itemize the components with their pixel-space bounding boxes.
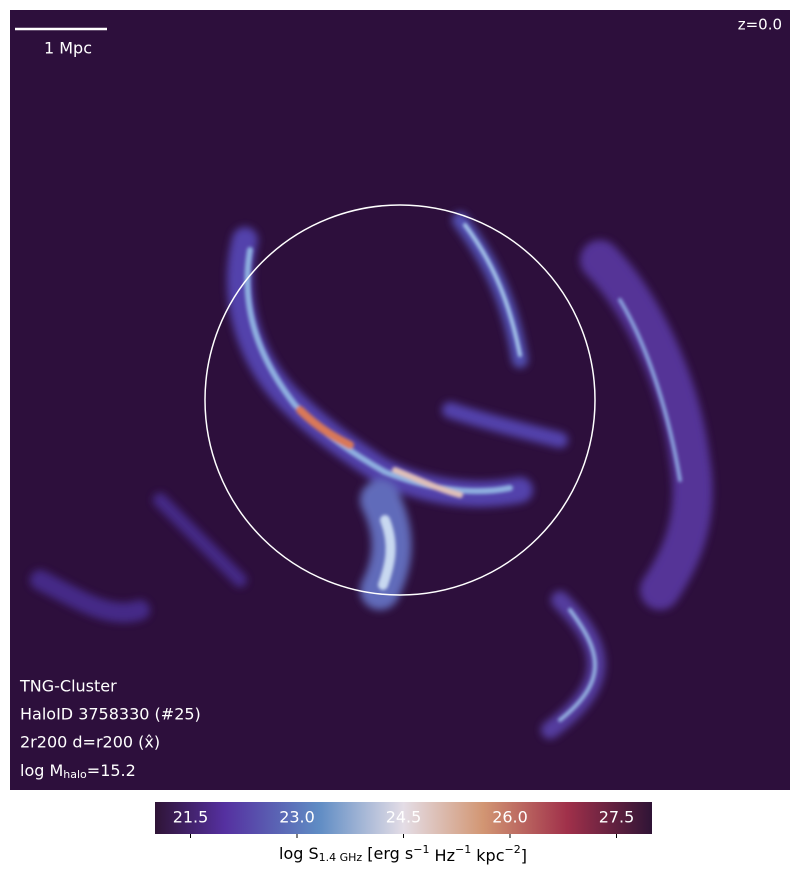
text: =15.2 xyxy=(87,761,136,780)
text: [erg s xyxy=(362,844,413,863)
subscript: halo xyxy=(63,768,87,781)
text: log M xyxy=(20,761,63,780)
text: log S xyxy=(279,844,319,863)
info-line: TNG-Cluster xyxy=(19,677,117,696)
colorbar-tick-label: 21.5 xyxy=(173,808,209,827)
text: kpc xyxy=(471,846,504,865)
info-line: HaloID 3758330 (#25) xyxy=(20,705,201,724)
scale-bar-label: 1 Mpc xyxy=(44,39,92,58)
superscript: −1 xyxy=(455,843,471,856)
text: ] xyxy=(521,846,527,865)
text: Hz xyxy=(429,846,455,865)
info-line: 2r200 d=r200 (x̂) xyxy=(20,733,160,752)
colorbar-tick-label: 23.0 xyxy=(279,808,315,827)
colorbar-tick-label: 26.0 xyxy=(492,808,528,827)
colorbar-tick-label: 27.5 xyxy=(599,808,635,827)
redshift: z=0.0 xyxy=(738,16,782,34)
subscript: 1.4 GHz xyxy=(319,851,363,864)
superscript: −2 xyxy=(505,843,521,856)
emission-map xyxy=(30,212,713,739)
superscript: −1 xyxy=(413,843,429,856)
colorbar-label: log S1.4 GHz [erg s−1 Hz−1 kpc−2] xyxy=(279,843,527,865)
halo-mass: log Mhalo=15.2 xyxy=(20,761,136,782)
colorbar xyxy=(155,802,652,834)
colorbar-ticks: 21.5 23.0 24.5 26.0 27.5 xyxy=(173,808,635,838)
r200-circle xyxy=(204,204,596,596)
colorbar-tick-label: 24.5 xyxy=(386,808,422,827)
